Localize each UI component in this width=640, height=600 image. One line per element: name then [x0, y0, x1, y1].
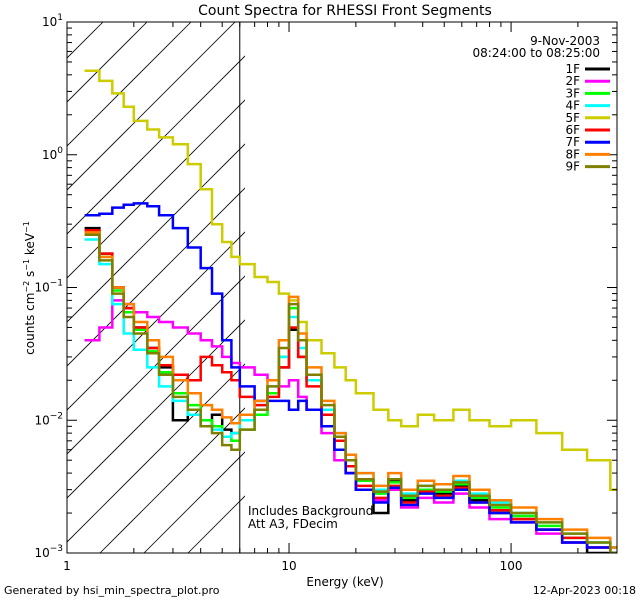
x-axis-label: Energy (keV): [306, 575, 383, 589]
hatch-line: [0, 0, 44, 553]
legend-label-4F: 4F: [565, 99, 580, 113]
observation-time-range: 08:24:00 to 08:25:00: [473, 46, 600, 60]
series-line-9F: [84, 233, 617, 553]
hatch-line: [67, 319, 245, 499]
annotation-attenuator: Att A3, FDecim: [248, 517, 338, 531]
hatch-line: [67, 231, 245, 411]
plot-frame: [66, 21, 618, 554]
footer-timestamp: 12-Apr-2023 00:18: [533, 584, 636, 597]
legend-label-1F: 1F: [565, 62, 580, 76]
x-tick-label: 10: [281, 559, 296, 573]
chart-title: Count Spectra for RHESSI Front Segments: [198, 3, 492, 19]
series-line-4F: [84, 238, 617, 549]
legend-label-9F: 9F: [565, 160, 580, 174]
attenuator-hatch-region: [0, 0, 245, 553]
hatch-line: [67, 55, 245, 235]
series-line-8F: [84, 231, 617, 549]
y-tick-label: 10−3: [34, 544, 63, 560]
hatch-line: [143, 451, 245, 553]
series-line-7F: [84, 202, 617, 553]
series-line-2F: [84, 299, 617, 553]
hatch-line: [67, 363, 245, 543]
hatch-line: [67, 22, 148, 103]
y-tick-label: 101: [42, 13, 63, 29]
axis-ticks: [66, 21, 618, 554]
footer-generated-by: Generated by hsi_min_spectra_plot.pro: [4, 584, 220, 597]
hatch-line: [67, 22, 236, 191]
y-axis-label: counts cm−2 s−1 keV−1: [22, 221, 37, 355]
x-tick-labels: 1 10 100: [63, 559, 522, 573]
legend-label-7F: 7F: [565, 135, 580, 149]
legend-label-2F: 2F: [565, 74, 580, 88]
legend-label-3F: 3F: [565, 86, 580, 100]
series-line-5F: [84, 69, 617, 491]
y-tick-label: 100: [42, 146, 63, 162]
y-tick-label: 10−1: [34, 279, 63, 295]
x-tick-label: 100: [500, 559, 523, 573]
hatch-line: [67, 143, 245, 323]
y-tick-label: 10−2: [34, 411, 63, 427]
annotation-background: Includes Background: [248, 504, 373, 518]
legend-label-6F: 6F: [565, 123, 580, 137]
hatch-line: [0, 0, 88, 553]
legend-label-8F: 8F: [565, 147, 580, 161]
hatch-line: [67, 22, 192, 147]
hatch-line: [67, 99, 245, 279]
hatch-line: [67, 187, 245, 367]
series-layer: [84, 69, 617, 553]
observation-date: 9-Nov-2003: [530, 34, 600, 48]
y-tick-labels: 10−3 10−2 10−1 100 101: [34, 13, 63, 560]
x-tick-label: 1: [63, 559, 71, 573]
hatch-line: [99, 407, 245, 553]
legend-label-5F: 5F: [565, 111, 580, 125]
